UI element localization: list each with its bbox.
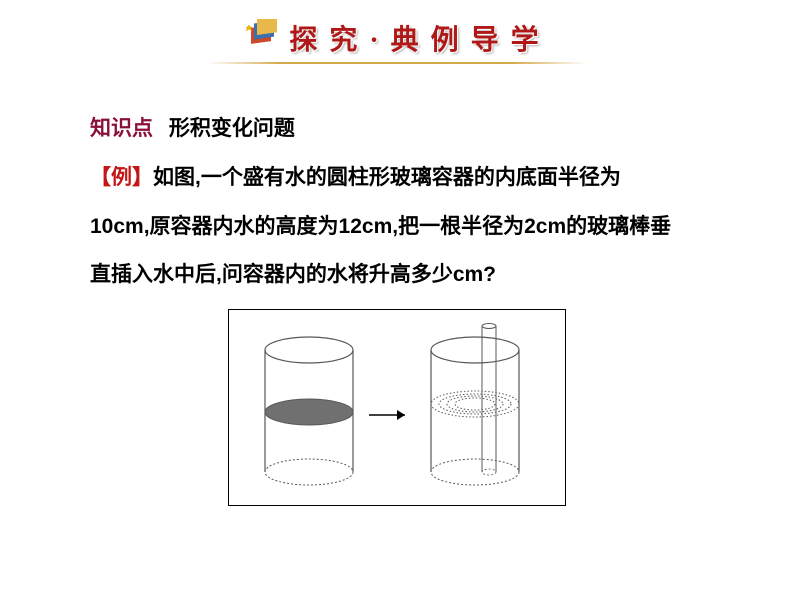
knowledge-line: 知识点 形积变化问题 [90,104,704,153]
content-area: 知识点 形积变化问题 【例】如图,一个盛有水的圆柱形玻璃容器的内底面半径为 10… [0,64,794,506]
arrow-icon [369,410,405,420]
example-line-1: 【例】如图,一个盛有水的圆柱形玻璃容器的内底面半径为 [90,153,704,202]
knowledge-label: 知识点 [90,116,153,140]
books-icon [243,19,279,58]
title-bar: 探究·典例导学 [0,0,794,64]
glass-rod [482,324,496,476]
cylinder-diagram [228,309,566,506]
right-cylinder [431,324,519,486]
page-title: 探究·典例导学 [289,18,550,58]
example-label: 【例】 [90,165,153,189]
example-line-3: 直插入水中后,问容器内的水将升高多少cm? [90,251,704,299]
knowledge-text: 形积变化问题 [169,117,295,140]
example-line-2: 10cm,原容器内水的高度为12cm,把一根半径为2cm的玻璃棒垂 [90,203,704,251]
left-cylinder [265,337,353,485]
example-text-1: 如图,一个盛有水的圆柱形玻璃容器的内底面半径为 [153,166,621,189]
diagram-container [90,309,704,506]
title-underline [207,62,587,64]
